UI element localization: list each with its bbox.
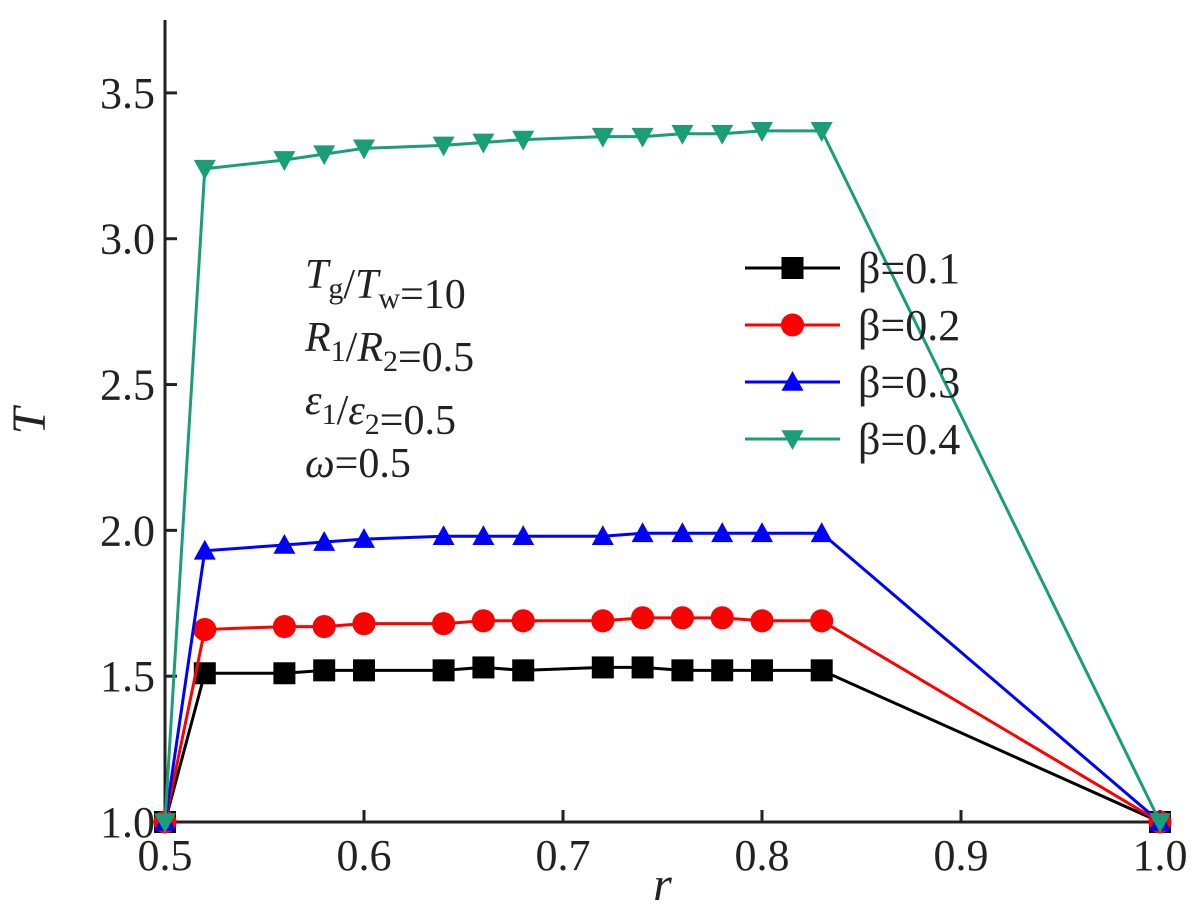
data-point [711,124,734,145]
y-tick-label: 1.0 [100,798,155,847]
data-point [432,659,455,682]
series-4 [154,122,1171,833]
data-point [273,662,296,685]
legend-label: β=0.1 [858,244,960,293]
data-point [810,609,834,633]
legend-marker [781,257,804,279]
y-tick-label: 2.0 [100,506,155,555]
data-point [671,124,694,145]
data-point [591,656,614,679]
data-point [810,122,833,142]
axes: 0.5 0.6 0.7 0.8 0.9 1.0 1.0 1.5 2.0 2.5 3.0 3.5 r T [3,20,1188,911]
y-tick-label: 3.5 [100,69,155,118]
series-line [163,616,1161,824]
data-point [353,659,375,682]
data-point [810,522,833,543]
data-point [472,525,495,545]
legend: β=0.1 β=0.2 β=0.3 β=0.4 [745,244,960,464]
data-point [273,151,296,171]
data-point [273,533,296,554]
data-point [711,522,734,543]
data-point [313,659,336,682]
x-tick-label: 1.0 [1133,831,1188,880]
series-line [163,665,1161,824]
annotation-line: R1/R2=0.5 [304,315,474,381]
legend-entry: β=0.4 [745,415,960,464]
data-point [750,609,774,633]
legend-entry: β=0.3 [745,358,960,407]
series-2 [153,606,1172,834]
legend-entry: β=0.2 [745,301,960,350]
data-point [631,606,655,630]
data-point [670,606,694,630]
data-point [193,539,216,560]
data-point [472,133,495,154]
legend-marker [781,430,804,450]
legend-marker [781,371,804,391]
data-point [472,656,495,679]
data-point [432,612,456,636]
data-point [512,525,535,545]
legend-label: β=0.4 [858,415,960,464]
data-point [591,525,614,545]
data-point [313,145,336,166]
data-point [272,615,296,639]
data-point [512,130,535,151]
series-layer [153,122,1172,834]
data-point [751,122,773,142]
data-point [591,609,615,633]
x-tick-label: 0.6 [337,831,392,880]
annotation-line: Tg/Tw=10 [305,252,466,318]
data-point [591,127,614,148]
y-tick-label: 2.5 [100,361,155,410]
data-point [751,522,773,543]
y-tick-label: 1.5 [100,652,155,701]
annotation-line: ω=0.5 [305,441,411,487]
data-point [352,612,376,636]
data-point [710,606,734,630]
data-point [432,525,455,545]
legend-entry: β=0.1 [745,244,960,293]
data-point [512,659,535,682]
data-point [193,662,216,685]
data-point [671,659,694,682]
data-point [810,659,833,682]
legend-label: β=0.2 [858,301,960,350]
legend-label: β=0.3 [858,358,960,407]
y-axis-label: T [3,404,56,434]
data-point [751,659,773,682]
data-point [312,615,336,639]
x-tick-label: 0.8 [735,831,790,880]
data-point [193,617,217,642]
data-point [471,609,495,633]
series-1 [154,656,1171,833]
x-tick-label: 0.5 [138,831,193,880]
data-point [511,609,535,633]
x-tick-label: 0.7 [536,831,591,880]
data-point [631,522,654,543]
legend-marker [780,313,805,337]
data-point [353,139,375,160]
data-point [353,528,375,548]
data-point [711,659,734,682]
annotation-line: ε1/ε2=0.5 [305,378,456,444]
data-point [154,813,176,833]
series-3 [154,522,1171,831]
data-point [631,656,654,679]
data-point [313,531,336,551]
data-point [193,159,216,180]
data-point [1149,813,1171,833]
data-point [432,136,455,157]
data-point [631,127,654,148]
x-tick-label: 0.9 [934,831,989,880]
x-axis-label: r [653,858,672,911]
data-point [671,522,694,543]
y-tick-label: 3.0 [100,215,155,264]
